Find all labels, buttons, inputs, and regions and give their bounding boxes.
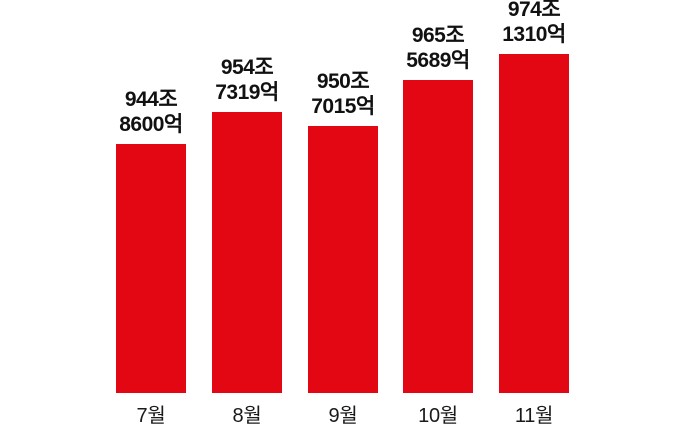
x-axis-label-1: 8월 <box>232 405 262 427</box>
x-axis-label-2: 9월 <box>328 405 358 427</box>
bar-value-line-2: 7015억 <box>311 95 375 118</box>
bar[interactable] <box>403 80 473 393</box>
x-axis-label-0: 7월 <box>136 405 166 427</box>
bar-value-line-2: 5689억 <box>406 49 470 72</box>
bar-value-line-1: 944조 <box>124 88 178 111</box>
bar-value-line-2: 8600억 <box>119 113 183 136</box>
bar-value-label: 954조 7319억 <box>182 55 312 105</box>
bar-value-label: 950조 7015억 <box>278 69 408 119</box>
bar[interactable] <box>116 144 186 393</box>
bar[interactable] <box>499 54 569 393</box>
bar-value-label: 944조 8600억 <box>86 87 216 137</box>
bar[interactable] <box>308 126 378 393</box>
x-axis-label-3: 10월 <box>418 405 458 427</box>
bar-value-line-2: 1310억 <box>502 23 566 46</box>
bar[interactable] <box>212 112 282 393</box>
bar-value-line-1: 965조 <box>411 24 465 47</box>
bar-value-line-1: 954조 <box>220 56 274 79</box>
bar-value-line-2: 7319억 <box>215 81 279 104</box>
x-axis-label-4: 11월 <box>514 405 554 427</box>
bar-value-label: 965조 5689억 <box>373 23 503 73</box>
bar-value-label: 974조 1310억 <box>469 0 599 47</box>
bar-value-line-1: 974조 <box>507 0 561 21</box>
bar-value-line-1: 950조 <box>316 70 370 93</box>
